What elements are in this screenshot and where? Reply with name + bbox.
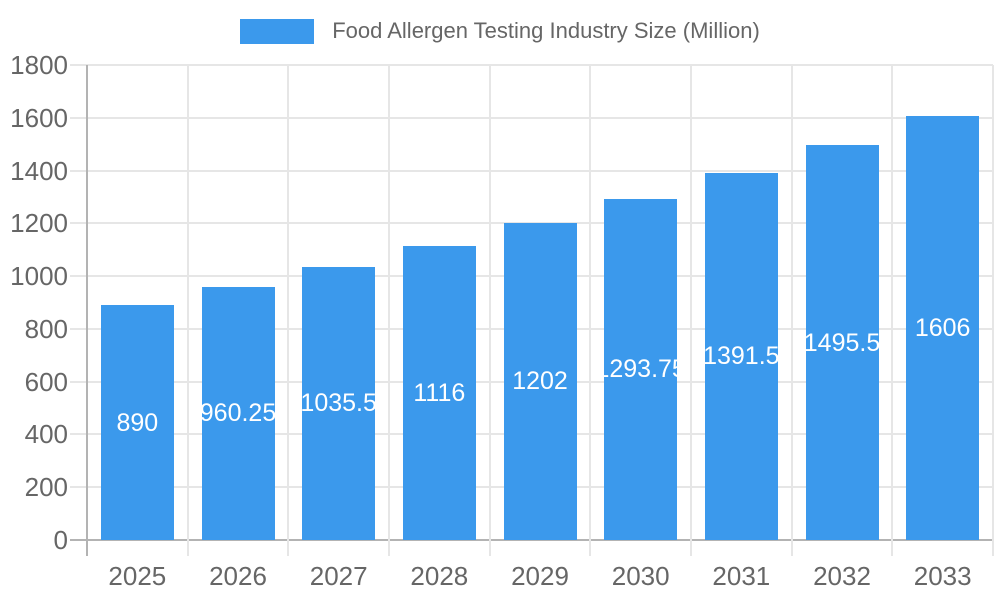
x-tick-label: 2031	[712, 561, 771, 591]
gridline-vertical	[287, 65, 290, 556]
y-tick-label: 800	[24, 313, 68, 344]
gridline-vertical	[891, 65, 894, 556]
bar-value-label: 960.25	[199, 399, 277, 428]
gridline-horizontal	[70, 116, 993, 119]
y-tick-label: 1000	[10, 261, 68, 292]
x-tick-label: 2029	[511, 561, 569, 591]
y-tick-label: 1600	[10, 102, 68, 133]
bar-2031[interactable]	[704, 172, 778, 540]
x-tick-label: 2032	[813, 561, 871, 591]
y-axis-line	[86, 65, 88, 556]
bar-2026[interactable]	[201, 286, 275, 540]
y-tick-label: 0	[53, 525, 68, 555]
y-tick-label: 600	[24, 366, 68, 397]
y-tick-label: 1800	[10, 50, 68, 80]
x-tick-label: 2028	[410, 561, 469, 591]
x-tick-label: 2030	[611, 561, 670, 591]
bar-value-label: 1293.75	[595, 355, 686, 384]
y-tick-label: 1200	[10, 208, 68, 239]
bar-value-label: 1035.5	[300, 389, 377, 418]
bar-value-label: 890	[116, 408, 159, 437]
chart-legend[interactable]: Food Allergen Testing Industry Size (Mil…	[0, 14, 1000, 48]
y-tick-label: 400	[24, 419, 68, 450]
gridline-vertical	[589, 65, 592, 556]
legend-swatch	[240, 18, 315, 44]
gridline-vertical	[186, 65, 189, 556]
gridline-vertical	[690, 65, 692, 556]
y-tick-label: 1400	[10, 155, 68, 186]
gridline-vertical	[388, 65, 390, 556]
bar-2032[interactable]	[805, 145, 879, 540]
bar-value-label: 1606	[914, 314, 971, 343]
x-tick-label: 2027	[309, 561, 368, 591]
x-tick-label: 2026	[209, 561, 267, 591]
bar-2029[interactable]	[503, 222, 577, 540]
x-tick-label: 2025	[108, 561, 167, 591]
legend-label: Food Allergen Testing Industry Size (Mil…	[332, 18, 760, 43]
gridline-horizontal	[70, 169, 993, 172]
y-tick-label: 200	[24, 472, 68, 503]
gridline-vertical	[992, 65, 994, 556]
bar-2025[interactable]	[100, 305, 174, 540]
bar-2033[interactable]	[906, 116, 980, 540]
bar-2027[interactable]	[302, 266, 376, 540]
gridline-horizontal	[70, 64, 993, 66]
bar-2030[interactable]	[604, 198, 678, 540]
x-axis-line	[70, 539, 993, 541]
x-tick-label: 2033	[913, 561, 972, 591]
bar-value-label: 1202	[512, 367, 568, 396]
bar-value-label: 1116	[413, 378, 466, 407]
bar-value-label: 1391.5	[703, 342, 780, 371]
bar-value-label: 1495.5	[803, 328, 881, 357]
gridline-vertical	[790, 65, 793, 556]
gridline-vertical	[488, 65, 491, 556]
bar-2028[interactable]	[402, 245, 476, 540]
